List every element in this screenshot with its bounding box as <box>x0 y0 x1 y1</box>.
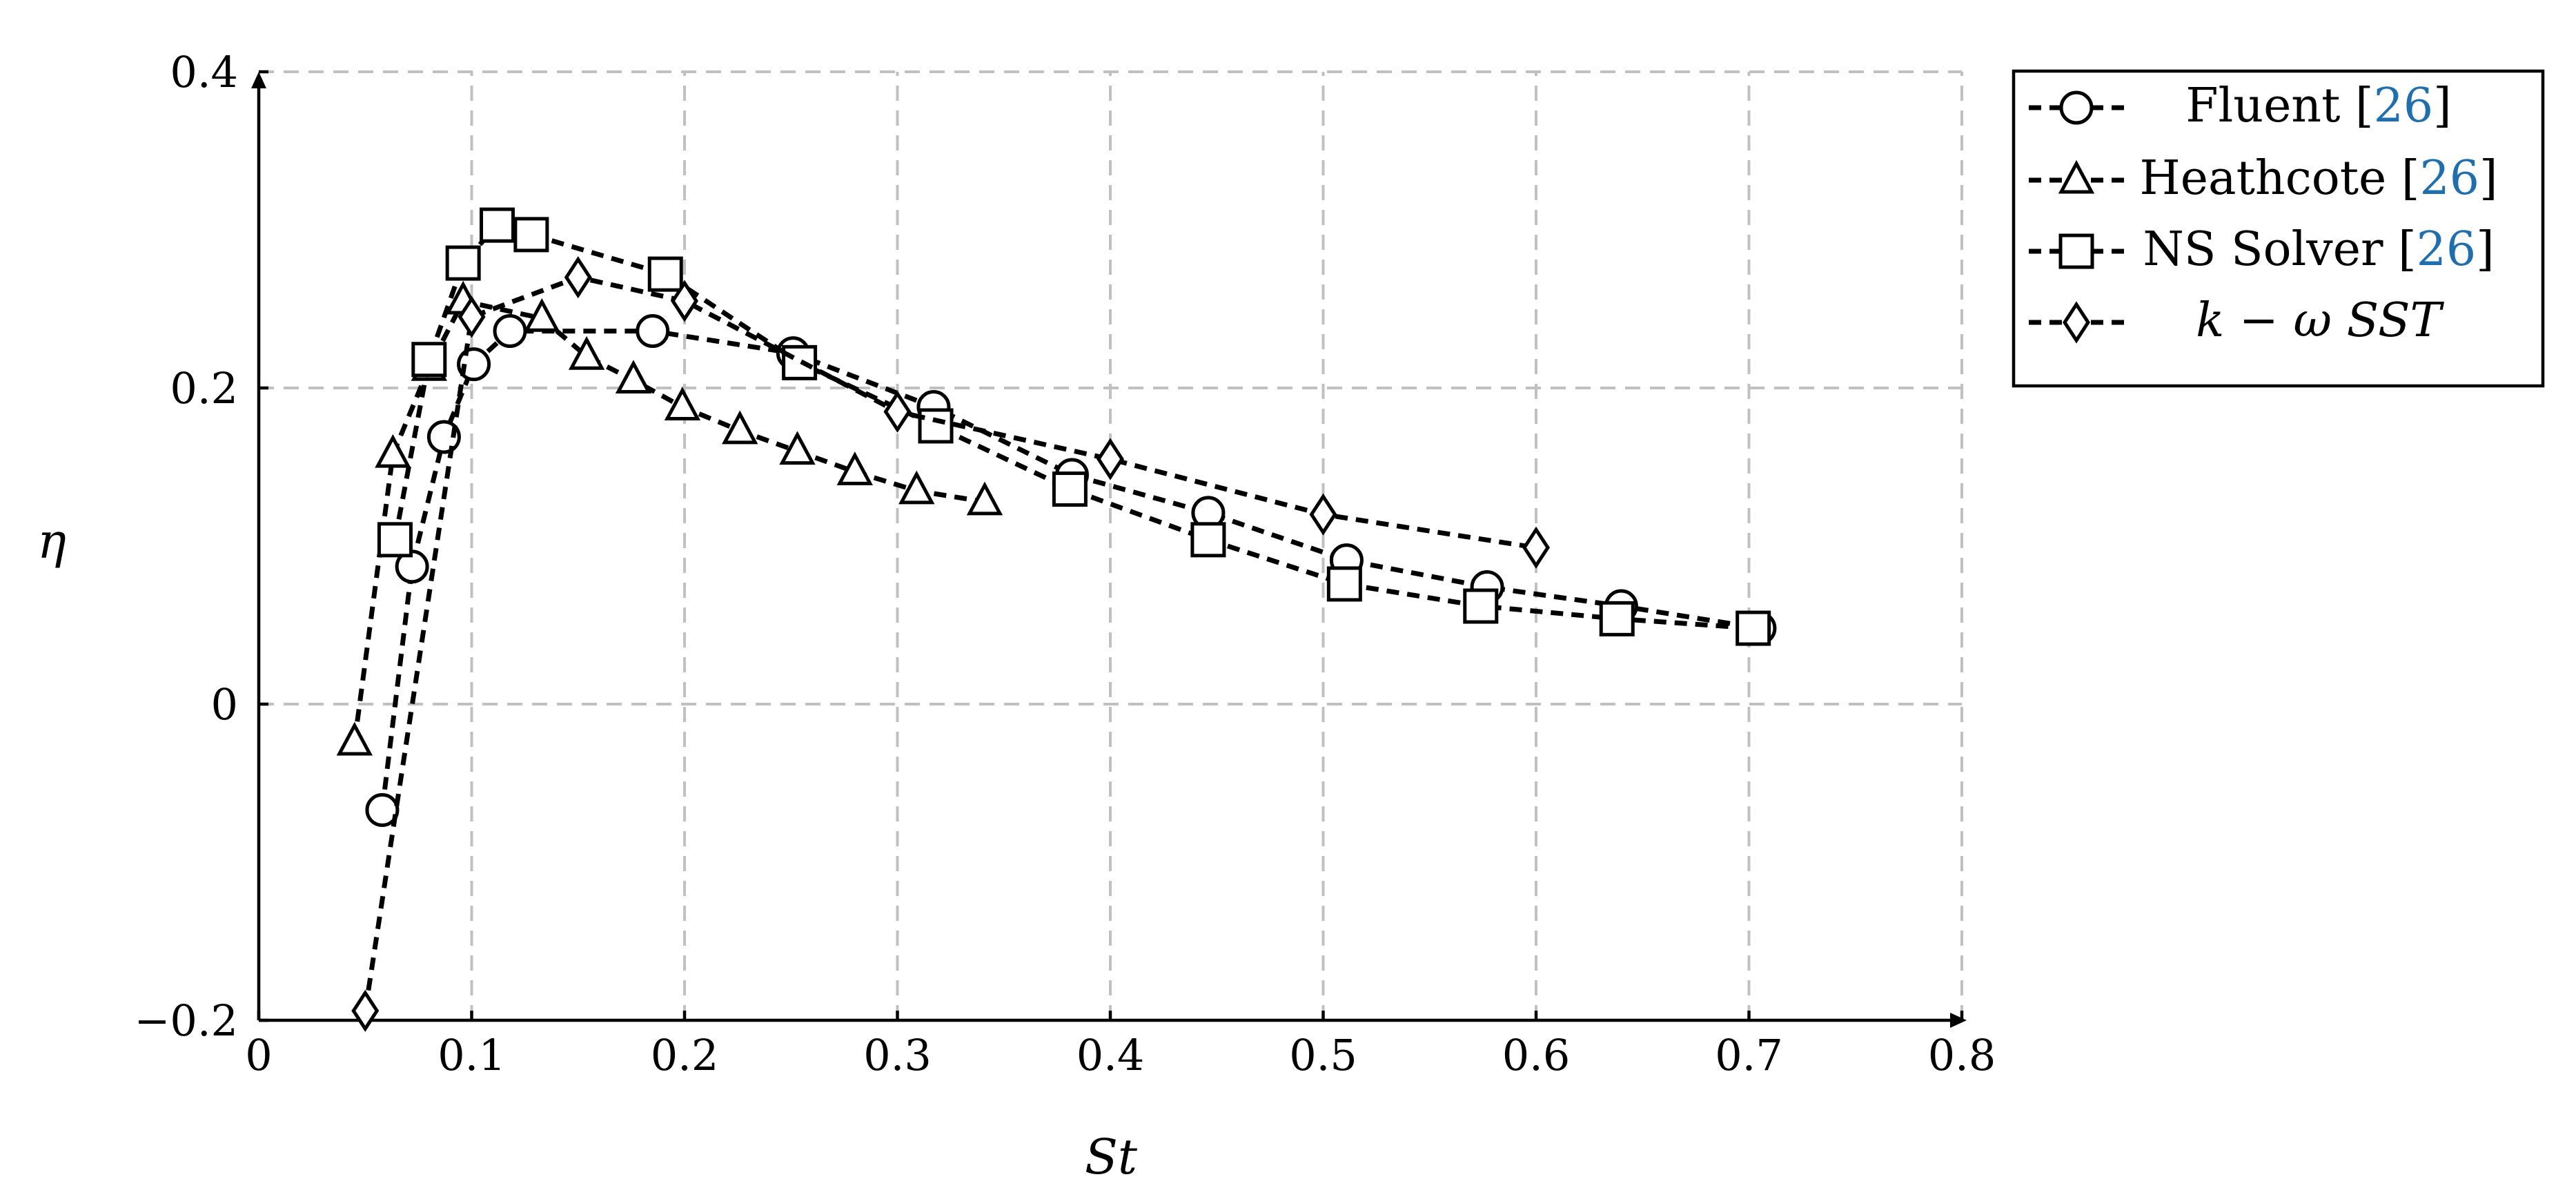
legend-marker-circle <box>2059 90 2094 125</box>
data-point-circle <box>493 314 527 349</box>
legend-label: k − ω SST <box>2196 293 2444 348</box>
data-point-triangle <box>375 434 411 468</box>
legend-entry: Fluent [26] <box>2029 79 2452 133</box>
x-tick-label: 0.3 <box>863 1030 932 1080</box>
legend-box <box>2012 69 2545 388</box>
legend-label-name: Fluent <box>2185 79 2355 133</box>
series-square <box>377 207 1771 646</box>
x-tick-label: 0.8 <box>1928 1030 1996 1080</box>
x-tick-label: 0.5 <box>1289 1030 1357 1080</box>
data-point-circle <box>636 314 670 349</box>
x-axis-arrow <box>1950 1013 1967 1028</box>
legend-label-name: Heathcote <box>2139 151 2401 206</box>
data-point-square <box>377 522 413 558</box>
x-tick-label: 0.2 <box>651 1030 719 1080</box>
data-point-triangle <box>836 451 873 485</box>
data-point-triangle <box>898 470 935 505</box>
data-point-triangle <box>722 410 758 445</box>
grid <box>259 70 1963 1020</box>
data-point-triangle <box>615 360 652 394</box>
data-point-triangle <box>779 431 816 465</box>
data-point-square <box>918 408 954 444</box>
legend-label: NS Solver [26] <box>2143 222 2494 277</box>
data-point-circle <box>365 792 400 827</box>
data-point-diamond <box>883 390 912 433</box>
legend-marker-diamond <box>2063 301 2090 344</box>
x-axis-label: St <box>1085 1129 1138 1185</box>
x-tick-label: 0.1 <box>437 1030 506 1080</box>
y-tick-label: 0.4 <box>170 47 238 97</box>
data-point-triangle <box>568 335 605 370</box>
y-axis-arrow <box>251 72 266 88</box>
data-point-triangle <box>966 481 1003 516</box>
data-point-triangle <box>336 721 373 756</box>
data-point-triangle <box>664 387 701 420</box>
legend: Fluent [26]Heathcote [26]NS Solver [26]k… <box>2012 69 2545 388</box>
x-tick-label: 0.7 <box>1715 1030 1783 1080</box>
y-tick-label: −0.2 <box>134 995 238 1046</box>
x-tick-label: 0.4 <box>1076 1030 1145 1080</box>
legend-ref-link[interactable]: 26 <box>2374 79 2434 133</box>
data-point-triangle <box>524 298 560 332</box>
tick-labels: 0 0.1 0.2 0.3 0.4 0.5 0.6 0.7 0.8−0.200.20.4 <box>134 47 1996 1080</box>
data-point-square <box>445 245 481 281</box>
legend-marker-square <box>2058 233 2094 269</box>
legend-entry: NS Solver [26] <box>2029 222 2495 277</box>
legend-ref-open: [ <box>2401 151 2420 206</box>
data-point-square <box>647 256 683 292</box>
series-line <box>352 298 985 743</box>
legend-entry: k − ω SST <box>2029 293 2445 348</box>
series-line <box>392 222 1753 631</box>
data-point-diamond <box>1522 526 1550 569</box>
data-point-square <box>513 217 549 253</box>
data-point-diamond <box>564 256 592 299</box>
legend-ref-open: [ <box>2355 79 2374 133</box>
data-point-diamond <box>1097 438 1124 480</box>
data-point-square <box>1052 471 1088 507</box>
legend-label: Fluent [26] <box>2185 79 2451 133</box>
data-point-square <box>1599 601 1635 636</box>
legend-ref-open: [ <box>2398 222 2417 277</box>
data-point-circle <box>426 420 461 454</box>
y-tick-label: 0 <box>211 679 238 730</box>
data-point-square <box>782 344 818 380</box>
legend-ref-link[interactable]: 26 <box>2417 222 2477 277</box>
legend-ref-close: ] <box>2433 79 2452 133</box>
data-point-square <box>1463 588 1499 624</box>
data-point-diamond <box>458 295 486 338</box>
data-point-square <box>1326 566 1362 602</box>
legend-entry: Heathcote [26] <box>2029 151 2498 206</box>
data-point-square <box>411 342 447 378</box>
data-point-diamond <box>1309 493 1337 536</box>
x-tick-label: 0.6 <box>1502 1030 1571 1080</box>
legend-ref-close: ] <box>2479 151 2498 206</box>
series-line <box>380 329 1760 810</box>
legend-ref-link[interactable]: 26 <box>2419 151 2479 206</box>
legend-label: Heathcote [26] <box>2139 151 2497 206</box>
data-point-square <box>1190 522 1226 558</box>
legend-ref-close: ] <box>2476 222 2495 277</box>
series-line <box>362 275 1537 1011</box>
data-point-circle <box>457 347 491 382</box>
y-axis-label: η <box>37 513 66 570</box>
data-point-diamond <box>351 989 380 1032</box>
y-tick-label: 0.2 <box>170 363 238 413</box>
data-point-diamond <box>671 280 698 322</box>
legend-label-name: k − ω SST <box>2196 293 2444 348</box>
series-diamond <box>351 256 1550 1032</box>
data-point-square <box>1736 610 1771 646</box>
x-tick-label: 0 <box>245 1030 272 1080</box>
series <box>336 207 1777 1032</box>
legend-label-name: NS Solver <box>2143 222 2398 277</box>
data-point-square <box>480 207 515 243</box>
series-circle <box>365 314 1777 827</box>
legend-marker-triangle <box>2058 159 2095 194</box>
